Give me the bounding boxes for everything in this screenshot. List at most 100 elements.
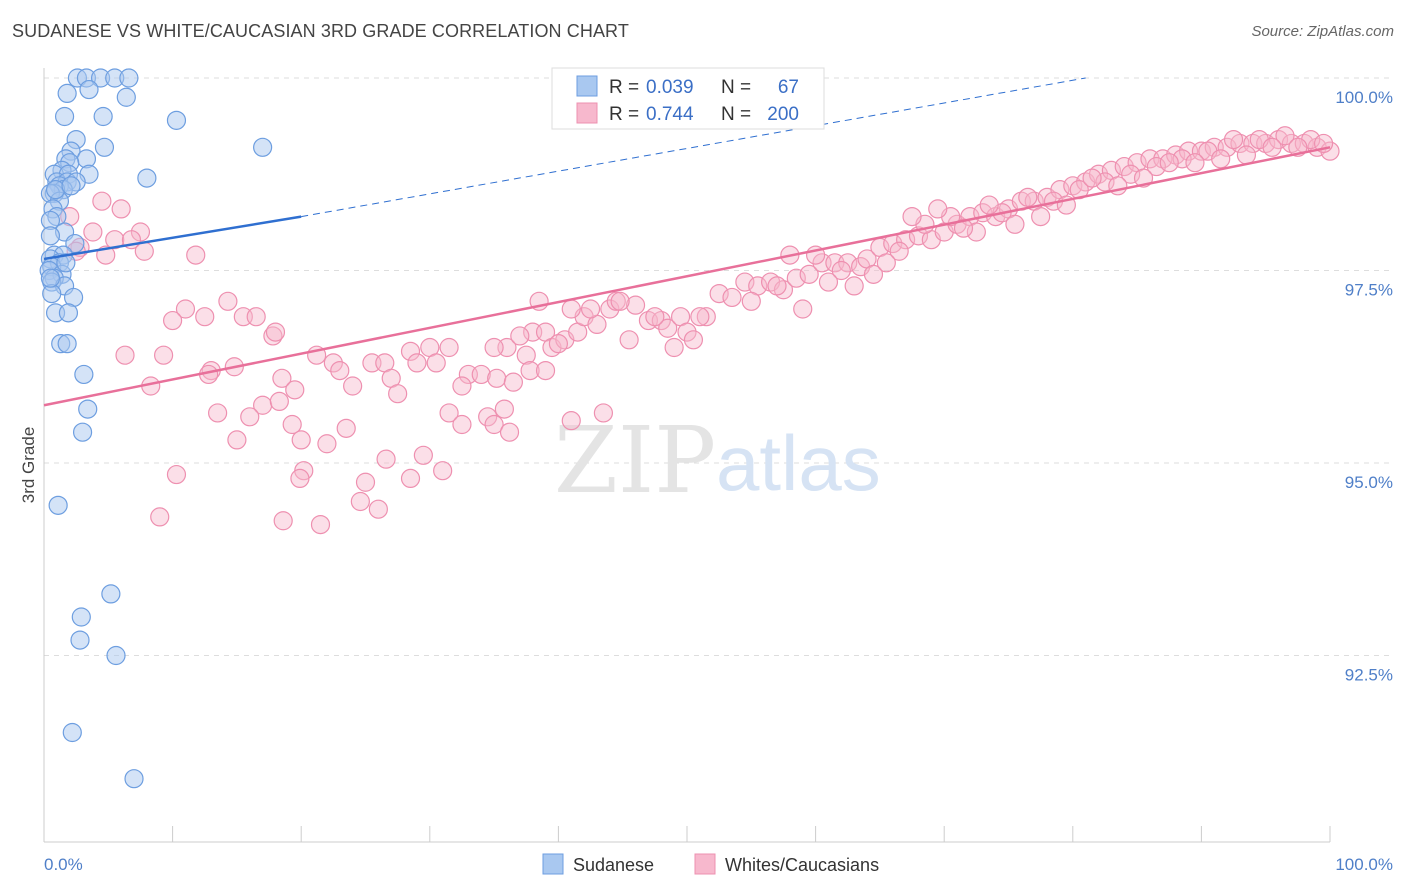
point-whites [1185,153,1205,173]
point-whites [265,322,286,342]
point-sudanese [40,226,61,246]
point-whites [1031,207,1051,227]
legend-n-label-sudanese: N = [721,77,751,98]
point-whites [105,230,125,250]
point-whites [290,468,310,488]
point-sudanese [56,253,76,273]
point-whites [186,245,206,265]
axes [43,68,1331,843]
point-whites [889,241,909,261]
point-whites [645,307,665,327]
point-whites [735,272,755,292]
point-whites [484,337,504,358]
point-whites [696,307,716,327]
legend-r-value-whites: 0.744 [646,104,694,125]
legend-n-label-whites: N = [721,104,751,125]
point-whites [722,287,742,308]
point-whites [561,299,581,319]
point-whites [452,376,472,396]
point-sudanese [74,364,94,385]
point-whites [664,337,684,358]
point-whites [175,299,196,319]
point-whites [1223,130,1244,150]
point-whites [1121,164,1141,184]
x-tick-label-start: 0.0% [44,855,83,874]
trendline-sudanese [43,215,302,261]
point-whites [799,264,819,284]
watermark: ZIP atlas [554,407,881,514]
y-tick-label-0: 92.5% [1345,666,1393,685]
point-whites [677,322,697,342]
point-whites [844,276,864,296]
legend-swatch-sudanese [576,75,598,97]
point-whites [1211,149,1231,169]
point-sudanese [61,176,81,196]
point-whites [407,353,427,373]
point-whites [503,372,523,392]
point-whites [400,468,421,488]
point-whites [658,318,678,338]
point-whites [282,414,302,435]
point-whites [499,422,520,442]
point-whites [355,472,376,492]
point-sudanese [65,233,85,254]
point-whites [439,403,459,423]
watermark-atlas: atlas [716,419,881,507]
point-whites [625,295,646,315]
legend-n-value-sudanese: 67 [778,77,799,98]
stats-legend: R = 0.039 N = 67 R = 0.744 N = 200 [551,67,825,130]
point-whites [1217,137,1237,157]
point-whites [163,310,183,331]
point-whites [619,330,639,350]
y-tick-label-3: 100.0% [1335,88,1393,107]
point-whites [272,368,292,388]
point-whites [1114,156,1134,177]
point-whites [1191,141,1212,161]
point-whites [863,264,884,284]
point-whites [336,418,356,438]
point-whites [1159,153,1179,173]
watermark-zip: ZIP [554,407,716,514]
point-whites [153,345,174,365]
point-whites [793,299,813,319]
point-whites [478,407,498,427]
point-sudanese [71,607,91,627]
point-whites [600,299,620,319]
point-whites [979,195,999,215]
point-sudanese [58,303,79,323]
point-whites [818,272,839,292]
point-whites [285,380,305,400]
point-whites [1095,172,1115,192]
point-whites [330,361,350,381]
point-whites [510,326,530,346]
point-whites [876,253,896,273]
y-tick-label-2: 97.5% [1345,281,1393,300]
point-whites [610,291,630,311]
x-tick-label-end: 100.0% [1335,855,1393,874]
point-sudanese [57,83,77,104]
point-whites [208,403,228,423]
point-whites [343,376,363,396]
point-whites [709,284,729,304]
point-whites [92,191,112,211]
point-whites [767,276,787,296]
point-sudanese [119,68,139,88]
point-whites [494,399,514,419]
point-whites [400,341,421,361]
point-whites [593,403,614,423]
x-tick-labels: 0.0% 100.0% [44,855,1393,874]
point-sudanese [106,645,126,666]
point-whites [426,353,446,373]
point-whites [741,291,761,311]
point-sudanese [62,722,82,743]
point-whites [838,253,858,273]
point-sudanese [101,584,121,604]
point-whites [240,407,260,427]
point-whites [317,434,337,454]
point-whites [690,307,710,327]
point-whites [1018,187,1038,207]
point-whites [516,345,536,365]
point-whites [1275,126,1295,146]
point-whites [902,207,922,227]
